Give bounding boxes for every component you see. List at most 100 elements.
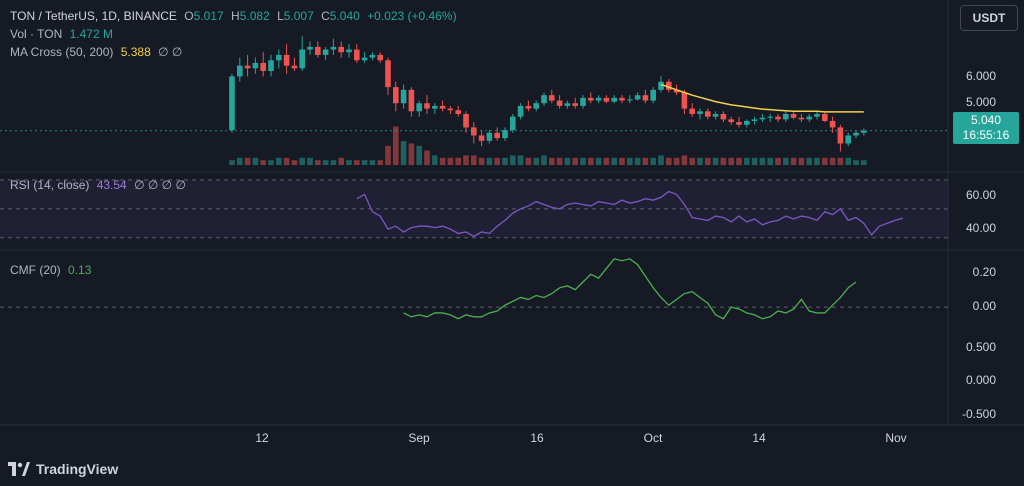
cmf-label[interactable]: CMF (20): [10, 263, 61, 277]
candle-body: [595, 97, 602, 101]
volume-bar: [463, 155, 469, 165]
cmf-axis-label: -0.500: [961, 407, 996, 421]
candle-body: [338, 46, 344, 53]
ma-line: [660, 83, 864, 113]
volume-bar: [229, 160, 235, 165]
candle-body: [322, 49, 329, 55]
candle-body: [822, 113, 828, 121]
volume-bar: [307, 157, 313, 165]
candle-body: [393, 87, 399, 104]
high-label: H: [231, 9, 240, 23]
candle-body: [502, 130, 508, 139]
volume-bar: [252, 157, 259, 165]
cmf-value: 0.13: [68, 263, 92, 277]
time-axis-label: Sep: [408, 431, 430, 445]
cmf-axis-label: 0.00: [972, 299, 996, 313]
volume-bar: [775, 157, 781, 165]
candle-countdown: 16:55:16: [962, 128, 1010, 142]
candle-body: [689, 108, 695, 114]
volume-bar: [564, 157, 571, 165]
volume-bar: [260, 160, 266, 165]
candle-body: [315, 46, 321, 55]
volume-bar: [751, 157, 758, 165]
candle-body: [666, 81, 672, 90]
tradingview-logo[interactable]: TradingView: [8, 461, 118, 477]
candle-body: [424, 103, 430, 109]
volume-bar: [354, 160, 360, 165]
volume-bar: [533, 157, 539, 165]
last-price-tag: 5.040 16:55:16: [953, 112, 1019, 144]
volume-bar: [244, 157, 251, 165]
candle-body: [728, 119, 734, 123]
ma-label[interactable]: MA Cross (50, 200): [10, 45, 114, 59]
cmf-legend: CMF (20) 0.13: [10, 263, 95, 277]
candle-body: [369, 54, 376, 58]
rsi-legend: RSI (14, close) 43.54 ∅ ∅ ∅ ∅: [10, 178, 190, 192]
volume-bar: [502, 157, 508, 165]
volume-bar: [237, 157, 243, 165]
volume-legend: Vol · TON 1.472 M: [10, 27, 117, 41]
candle-body: [385, 60, 391, 88]
ma-value: 5.388: [120, 45, 151, 59]
volume-bar: [814, 157, 820, 165]
candle-body: [697, 111, 703, 114]
candle-body: [627, 99, 633, 101]
close-value: 5.040: [329, 9, 360, 23]
candle-body: [634, 95, 641, 100]
rsi-axis-label: 40.00: [965, 221, 996, 235]
candle-body: [564, 103, 571, 106]
volume-bar: [315, 160, 321, 165]
candle-body: [299, 49, 305, 69]
volume-bar: [494, 157, 500, 165]
rsi-label[interactable]: RSI (14, close): [10, 178, 90, 192]
volume-bar: [471, 155, 477, 165]
candle-body: [533, 103, 539, 109]
volume-bar: [705, 157, 711, 165]
last-price: 5.040: [970, 113, 1002, 127]
symbol-pair[interactable]: TON / TetherUS, 1D, BINANCE: [10, 9, 177, 23]
candle-body: [658, 81, 664, 90]
time-axis-label: Nov: [885, 431, 907, 445]
volume-bar: [650, 157, 656, 165]
volume-bar: [689, 157, 695, 165]
volume-bar: [595, 157, 602, 165]
volume-bar: [798, 157, 805, 165]
volume-bar: [736, 157, 742, 165]
candle-body: [798, 117, 805, 120]
volume-bar: [478, 157, 485, 165]
candle-body: [806, 116, 812, 120]
volume-bar: [369, 160, 376, 165]
volume-bar: [806, 157, 812, 165]
volume-bar: [619, 157, 625, 165]
volume-bar: [291, 160, 298, 165]
open-value: 5.017: [193, 9, 224, 23]
candle-body: [237, 65, 243, 77]
candle-body: [837, 127, 844, 144]
volume-bar: [822, 157, 828, 165]
volume-bar: [572, 157, 578, 165]
volume-bar: [697, 157, 703, 165]
close-label: C: [321, 9, 330, 23]
candle-body: [790, 113, 797, 118]
candle-body: [455, 110, 461, 114]
volume-bar: [673, 157, 680, 165]
candle-body: [463, 113, 469, 128]
candle-body: [759, 117, 766, 120]
brand-name: TradingView: [36, 461, 119, 477]
currency-button[interactable]: USDT: [960, 5, 1018, 31]
ma-extra: ∅ ∅: [158, 45, 183, 59]
volume-bar: [432, 155, 438, 165]
volume-bar: [424, 150, 430, 165]
candle-body: [471, 127, 477, 136]
candle-body: [541, 95, 547, 104]
cmf-axis-label: 0.000: [965, 373, 996, 387]
candle-body: [556, 100, 563, 106]
volume-bar: [393, 126, 399, 165]
open-label: O: [184, 9, 194, 23]
price-axis-label: 6.000: [965, 69, 996, 83]
candle-body: [525, 105, 532, 109]
volume-label[interactable]: Vol · TON: [10, 27, 63, 41]
candle-body: [447, 108, 454, 111]
